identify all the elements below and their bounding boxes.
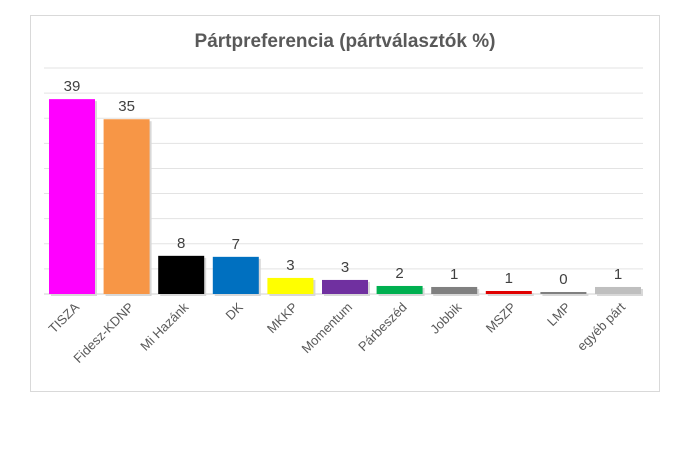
data-label: 3 (341, 259, 349, 276)
data-label: 39 (64, 78, 81, 95)
bar-jobbik (431, 286, 478, 294)
bar-fidesz-kdnp (103, 119, 150, 294)
x-tick-label: Mi Hazánk (137, 299, 191, 353)
data-label: 7 (232, 236, 240, 253)
x-tick-label: LMP (544, 300, 574, 330)
x-tick-label: Jobbik (427, 299, 465, 337)
data-label: 1 (614, 266, 622, 283)
data-label: 2 (395, 265, 403, 282)
bar-shadow (542, 293, 589, 296)
data-label: 1 (505, 270, 513, 287)
bar-mszp (485, 290, 532, 294)
x-tick-label: egyéb párt (574, 299, 628, 353)
bar-dk (212, 256, 259, 294)
x-tick-label: DK (223, 299, 247, 323)
bar-shadow (487, 292, 534, 296)
x-tick-label: MSZP (483, 300, 519, 336)
data-label: 35 (118, 98, 135, 115)
x-tick-label: MKKP (264, 300, 301, 337)
data-label: 8 (177, 235, 185, 252)
bar-mi-hazánk (158, 255, 205, 294)
x-tick-label: TISZA (45, 299, 82, 336)
x-tick-label: Párbeszéd (355, 300, 410, 355)
x-tick-label: Momentum (299, 300, 356, 357)
bar-párbeszéd (376, 285, 423, 294)
data-label: 1 (450, 266, 458, 283)
bar-tisza (49, 99, 95, 294)
bar-momentum (322, 279, 368, 294)
bar-egyéb-párt (595, 286, 641, 294)
chart-frame (30, 15, 660, 392)
data-label: 0 (559, 271, 567, 288)
chart-title: Pártpreferencia (pártválasztók %) (195, 31, 496, 52)
bar-lmp (540, 291, 587, 294)
bar-mkkp (267, 277, 314, 294)
data-label: 3 (286, 257, 294, 274)
